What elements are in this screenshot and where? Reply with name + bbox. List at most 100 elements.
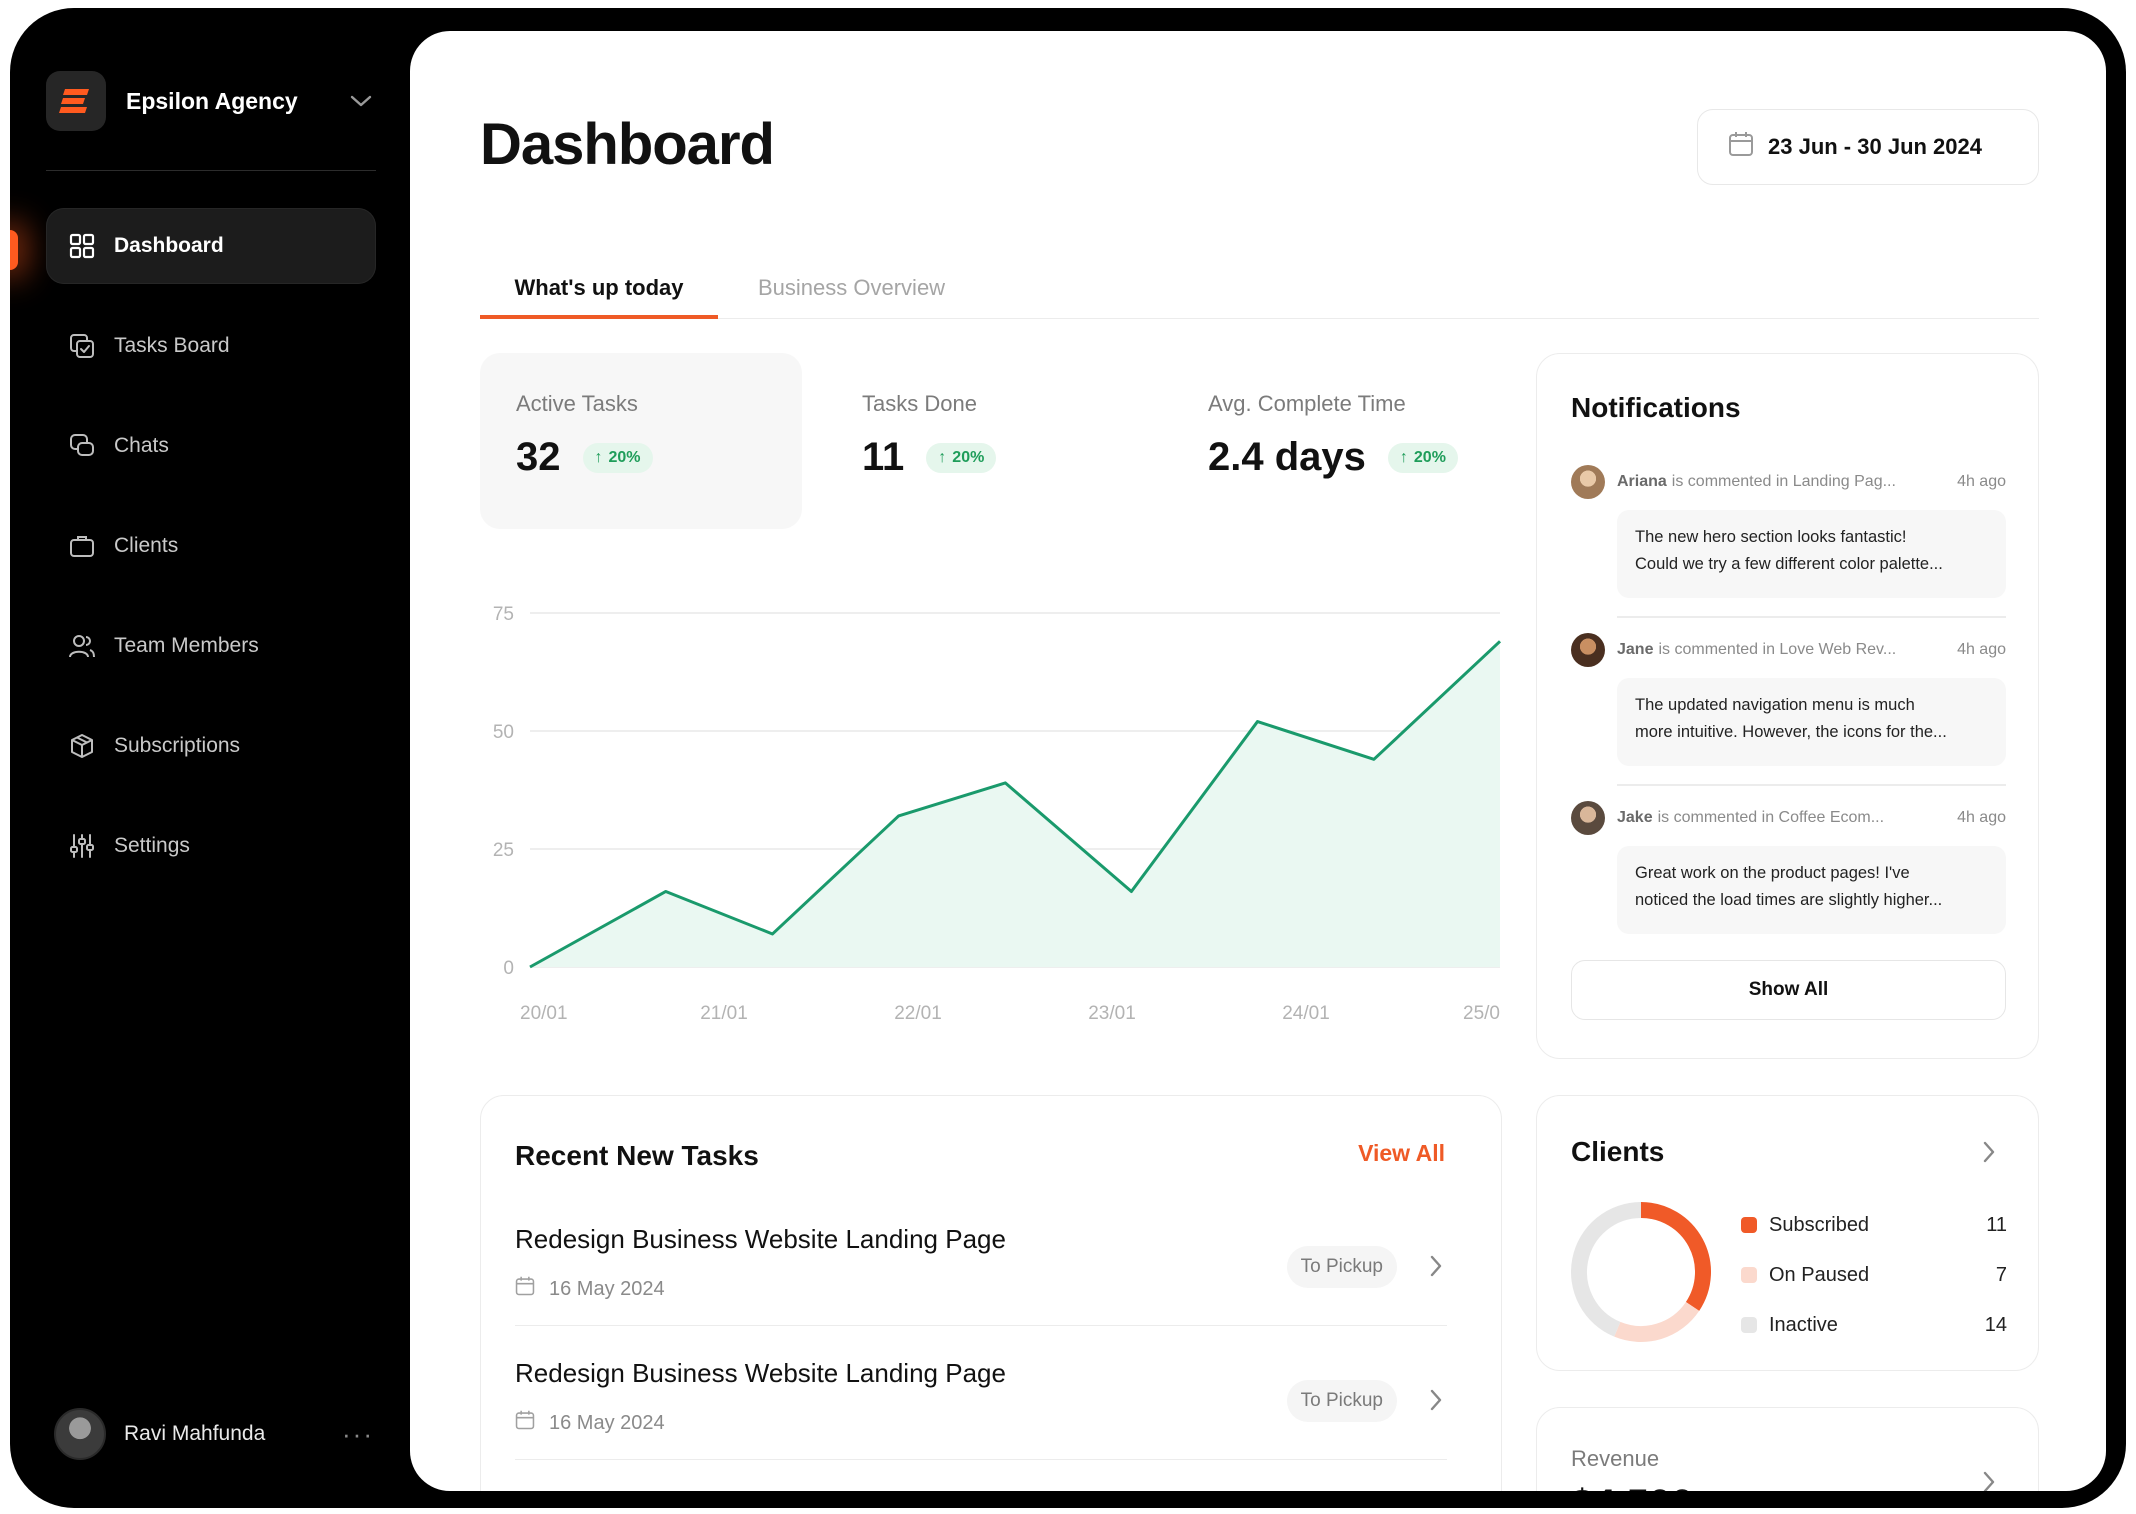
x-tick-label: 21/01 xyxy=(700,1003,748,1024)
sliders-icon xyxy=(68,832,96,860)
timestamp: 4h ago xyxy=(1957,809,2006,826)
sidebar-item-label: Team Members xyxy=(114,634,259,657)
sidebar-item-settings[interactable]: Settings xyxy=(46,808,376,884)
comment-context: is commented in Love Web Rev... xyxy=(1658,641,1897,658)
legend-item-on-paused: On Paused 7 xyxy=(1741,1250,2007,1300)
sidebar-item-team-members[interactable]: Team Members xyxy=(46,608,376,684)
sidebar-item-tasks-board[interactable]: Tasks Board xyxy=(46,308,376,384)
clients-card: Clients Subscribed 11 On Paused 7 xyxy=(1536,1095,2039,1371)
arrow-up-icon: ↑ xyxy=(594,448,603,466)
sidebar-divider xyxy=(46,170,376,171)
comment-line: Great work on the product pages! I've xyxy=(1635,864,1910,882)
grid-icon xyxy=(68,232,96,260)
view-all-link[interactable]: View All xyxy=(1358,1140,1445,1166)
tasks-board-icon xyxy=(68,332,96,360)
comment-line: The new hero section looks fantastic! xyxy=(1635,528,1907,546)
stat-card-tasks-done[interactable]: Tasks Done 11 ↑ 20% xyxy=(826,353,1148,529)
change-value: 20% xyxy=(952,448,985,466)
donut-svg xyxy=(1571,1202,1711,1342)
sidebar-item-label: Clients xyxy=(114,534,179,557)
legend-value: 14 xyxy=(1984,1313,2007,1336)
stat-label: Avg. Complete Time xyxy=(1208,391,1406,416)
sidebar-item-label: Tasks Board xyxy=(114,334,230,357)
comment-context: is commented in Coffee Ecom... xyxy=(1657,809,1885,826)
y-tick-label: 0 xyxy=(503,958,514,979)
legend-label: Inactive xyxy=(1769,1313,1838,1336)
clients-legend: Subscribed 11 On Paused 7 Inactive 14 xyxy=(1741,1200,2007,1350)
comment-preview: The updated navigation menu is much more… xyxy=(1617,678,2006,766)
sidebar-item-chats[interactable]: Chats xyxy=(46,408,376,484)
arrow-up-icon: ↑ xyxy=(938,448,947,466)
comment-preview: The new hero section looks fantastic! Co… xyxy=(1617,510,2006,598)
more-options-icon[interactable]: ··· xyxy=(342,1418,374,1449)
device-frame: Epsilon Agency Dashboard Tasks Board xyxy=(10,8,2126,1508)
x-tick-label: 25/0 xyxy=(1463,1003,1500,1024)
change-value: 20% xyxy=(1413,448,1446,466)
stat-label: Active Tasks xyxy=(516,391,638,416)
timestamp: 4h ago xyxy=(1957,473,2006,490)
sidebar-item-label: Chats xyxy=(114,434,169,457)
commenter-name: Jake xyxy=(1617,809,1653,826)
revenue-title: Revenue xyxy=(1571,1446,1660,1471)
x-tick-label: 23/01 xyxy=(1088,1003,1136,1024)
chevron-right-icon[interactable] xyxy=(1429,1388,1443,1417)
chevron-right-icon[interactable] xyxy=(1982,1470,1996,1491)
comment-context: is commented in Landing Pag... xyxy=(1671,473,1896,490)
recent-tasks-card: Recent New Tasks View All Redesign Busin… xyxy=(480,1095,1502,1491)
sidebar-item-subscriptions[interactable]: Subscriptions xyxy=(46,708,376,784)
chevron-right-icon[interactable] xyxy=(1429,1254,1443,1283)
stat-card-avg-complete-time[interactable]: Avg. Complete Time 2.4 days ↑ 20% xyxy=(1172,353,1512,529)
task-name: Redesign Business Website Landing Page xyxy=(515,1224,1006,1254)
stat-label: Tasks Done xyxy=(862,391,977,416)
donut-slice-on-paused xyxy=(1614,1301,1700,1342)
notification-item[interactable]: Jane is commented in Love Web Rev... 4h … xyxy=(1571,632,2006,766)
chart-svg: 0 25 50 75 20/01 21/01 22/01 23/01 24/01 25/0 xyxy=(493,604,1502,1024)
workspace-name: Epsilon Agency xyxy=(126,87,298,114)
x-tick-label: 24/01 xyxy=(1282,1003,1330,1024)
legend-label: On Paused xyxy=(1769,1263,1870,1286)
y-tick-label: 75 xyxy=(493,604,514,625)
chevron-right-icon[interactable] xyxy=(1982,1140,1996,1169)
task-date-value: 16 May 2024 xyxy=(549,1411,665,1434)
tab-business-overview[interactable]: Business Overview xyxy=(758,275,946,300)
timestamp: 4h ago xyxy=(1957,641,2006,658)
tab-bar: What's up today Business Overview xyxy=(480,255,2039,319)
legend-label: Subscribed xyxy=(1769,1213,1870,1236)
revenue-card: Revenue $4,500 xyxy=(1536,1407,2039,1491)
task-row[interactable]: Redesign Business Website Landing Page 1… xyxy=(515,1340,1447,1460)
tab-whats-up-today[interactable]: What's up today xyxy=(480,255,718,319)
y-tick-label: 25 xyxy=(493,840,514,861)
x-tick-label: 22/01 xyxy=(894,1003,942,1024)
legend-item-inactive: Inactive 14 xyxy=(1741,1300,2007,1350)
show-all-button[interactable]: Show All xyxy=(1571,960,2006,1020)
sidebar-item-label: Dashboard xyxy=(114,234,224,257)
legend-swatch xyxy=(1741,1267,1757,1283)
sidebar-item-dashboard[interactable]: Dashboard xyxy=(46,208,376,284)
legend-value: 7 xyxy=(1995,1263,2007,1286)
revenue-value: $4,500 xyxy=(1571,1482,1693,1491)
date-range-picker[interactable]: 23 Jun - 30 Jun 2024 xyxy=(1697,109,2039,185)
change-value: 20% xyxy=(608,448,641,466)
notification-item[interactable]: Jake is commented in Coffee Ecom... 4h a… xyxy=(1571,800,2006,934)
comment-preview: Great work on the product pages! I've no… xyxy=(1617,846,2006,934)
comment-line: The updated navigation menu is much xyxy=(1635,696,1915,714)
user-profile[interactable]: Ravi Mahfunda ··· xyxy=(54,1406,374,1462)
commenter-name: Ariana xyxy=(1617,473,1667,490)
clients-title: Clients xyxy=(1571,1136,1665,1167)
task-date: 16 May 2024 xyxy=(515,1276,665,1302)
sidebar: Epsilon Agency Dashboard Tasks Board xyxy=(10,8,410,1508)
task-date-value: 16 May 2024 xyxy=(549,1277,665,1300)
sidebar-item-clients[interactable]: Clients xyxy=(46,508,376,584)
stat-card-active-tasks[interactable]: Active Tasks 32 ↑ 20% xyxy=(480,353,802,529)
task-row[interactable]: Redesign Business Website Landing Page 1… xyxy=(515,1206,1447,1326)
avatar xyxy=(54,1408,106,1460)
sidebar-nav: Dashboard Tasks Board Chats Clients xyxy=(46,208,376,908)
divider xyxy=(1617,616,2006,618)
recent-tasks-title: Recent New Tasks xyxy=(515,1140,759,1171)
commenter-name: Jane xyxy=(1617,641,1654,658)
comment-line: more intuitive. However, the icons for t… xyxy=(1635,723,1947,741)
notification-item[interactable]: Ariana is commented in Landing Pag... 4h… xyxy=(1571,464,2006,598)
workspace-switcher[interactable]: Epsilon Agency xyxy=(46,66,376,136)
chevron-down-icon[interactable] xyxy=(346,86,376,116)
comment-line: noticed the load times are slightly high… xyxy=(1635,891,1943,909)
